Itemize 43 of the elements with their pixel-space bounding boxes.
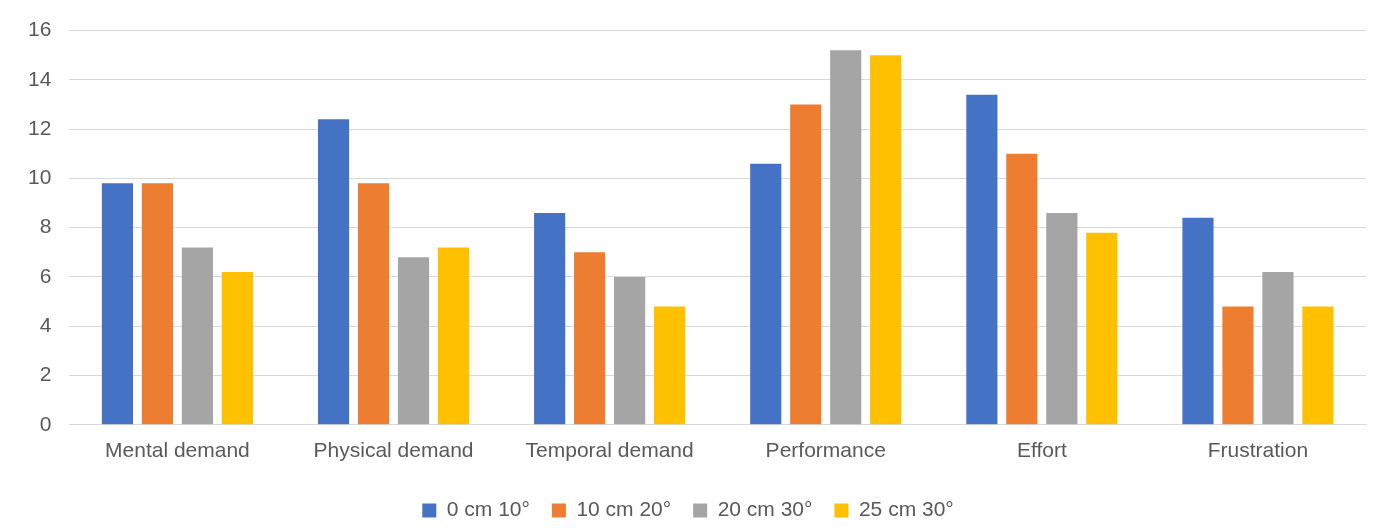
bar bbox=[1086, 232, 1118, 425]
bar bbox=[830, 50, 862, 425]
y-tick-label: 0 bbox=[39, 411, 52, 435]
x-tick-label: Effort bbox=[1016, 438, 1067, 462]
x-tick-label: Temporal demand bbox=[525, 438, 694, 462]
x-tick-label: Frustration bbox=[1207, 438, 1309, 462]
bar bbox=[221, 272, 253, 425]
bar bbox=[870, 55, 902, 425]
bar bbox=[966, 94, 998, 425]
y-tick-label: 6 bbox=[39, 263, 52, 287]
bar bbox=[654, 306, 686, 425]
y-tick-label: 2 bbox=[39, 362, 52, 386]
bar bbox=[317, 119, 350, 425]
bar bbox=[614, 276, 646, 425]
bar bbox=[1182, 217, 1214, 425]
legend-label: 0 cm 10° bbox=[446, 497, 530, 521]
bar bbox=[357, 183, 390, 425]
bar bbox=[790, 104, 822, 425]
x-tick-label: Physical demand bbox=[313, 438, 474, 462]
bar bbox=[1302, 306, 1334, 425]
x-tick-label: Performance bbox=[765, 438, 886, 462]
bar bbox=[181, 247, 213, 425]
bar bbox=[141, 183, 174, 425]
legend-label: 25 cm 30° bbox=[858, 497, 954, 521]
bar bbox=[1262, 272, 1294, 425]
bar bbox=[1046, 212, 1078, 425]
bar bbox=[437, 247, 470, 425]
bar bbox=[101, 183, 134, 425]
bar bbox=[750, 163, 782, 425]
bar bbox=[397, 257, 430, 425]
x-tick-label: Mental demand bbox=[105, 438, 250, 462]
bar bbox=[1222, 306, 1254, 425]
y-tick-label: 10 bbox=[28, 165, 52, 189]
bar bbox=[534, 212, 566, 425]
y-tick-label: 14 bbox=[28, 66, 52, 90]
y-tick-label: 8 bbox=[39, 214, 52, 238]
legend-label: 10 cm 20° bbox=[576, 497, 672, 521]
y-tick-label: 16 bbox=[28, 17, 52, 41]
legend-label: 20 cm 30° bbox=[717, 497, 813, 521]
y-tick-label: 12 bbox=[28, 115, 52, 139]
y-tick-label: 4 bbox=[39, 313, 52, 337]
bar bbox=[574, 252, 606, 425]
bar bbox=[1006, 153, 1038, 425]
